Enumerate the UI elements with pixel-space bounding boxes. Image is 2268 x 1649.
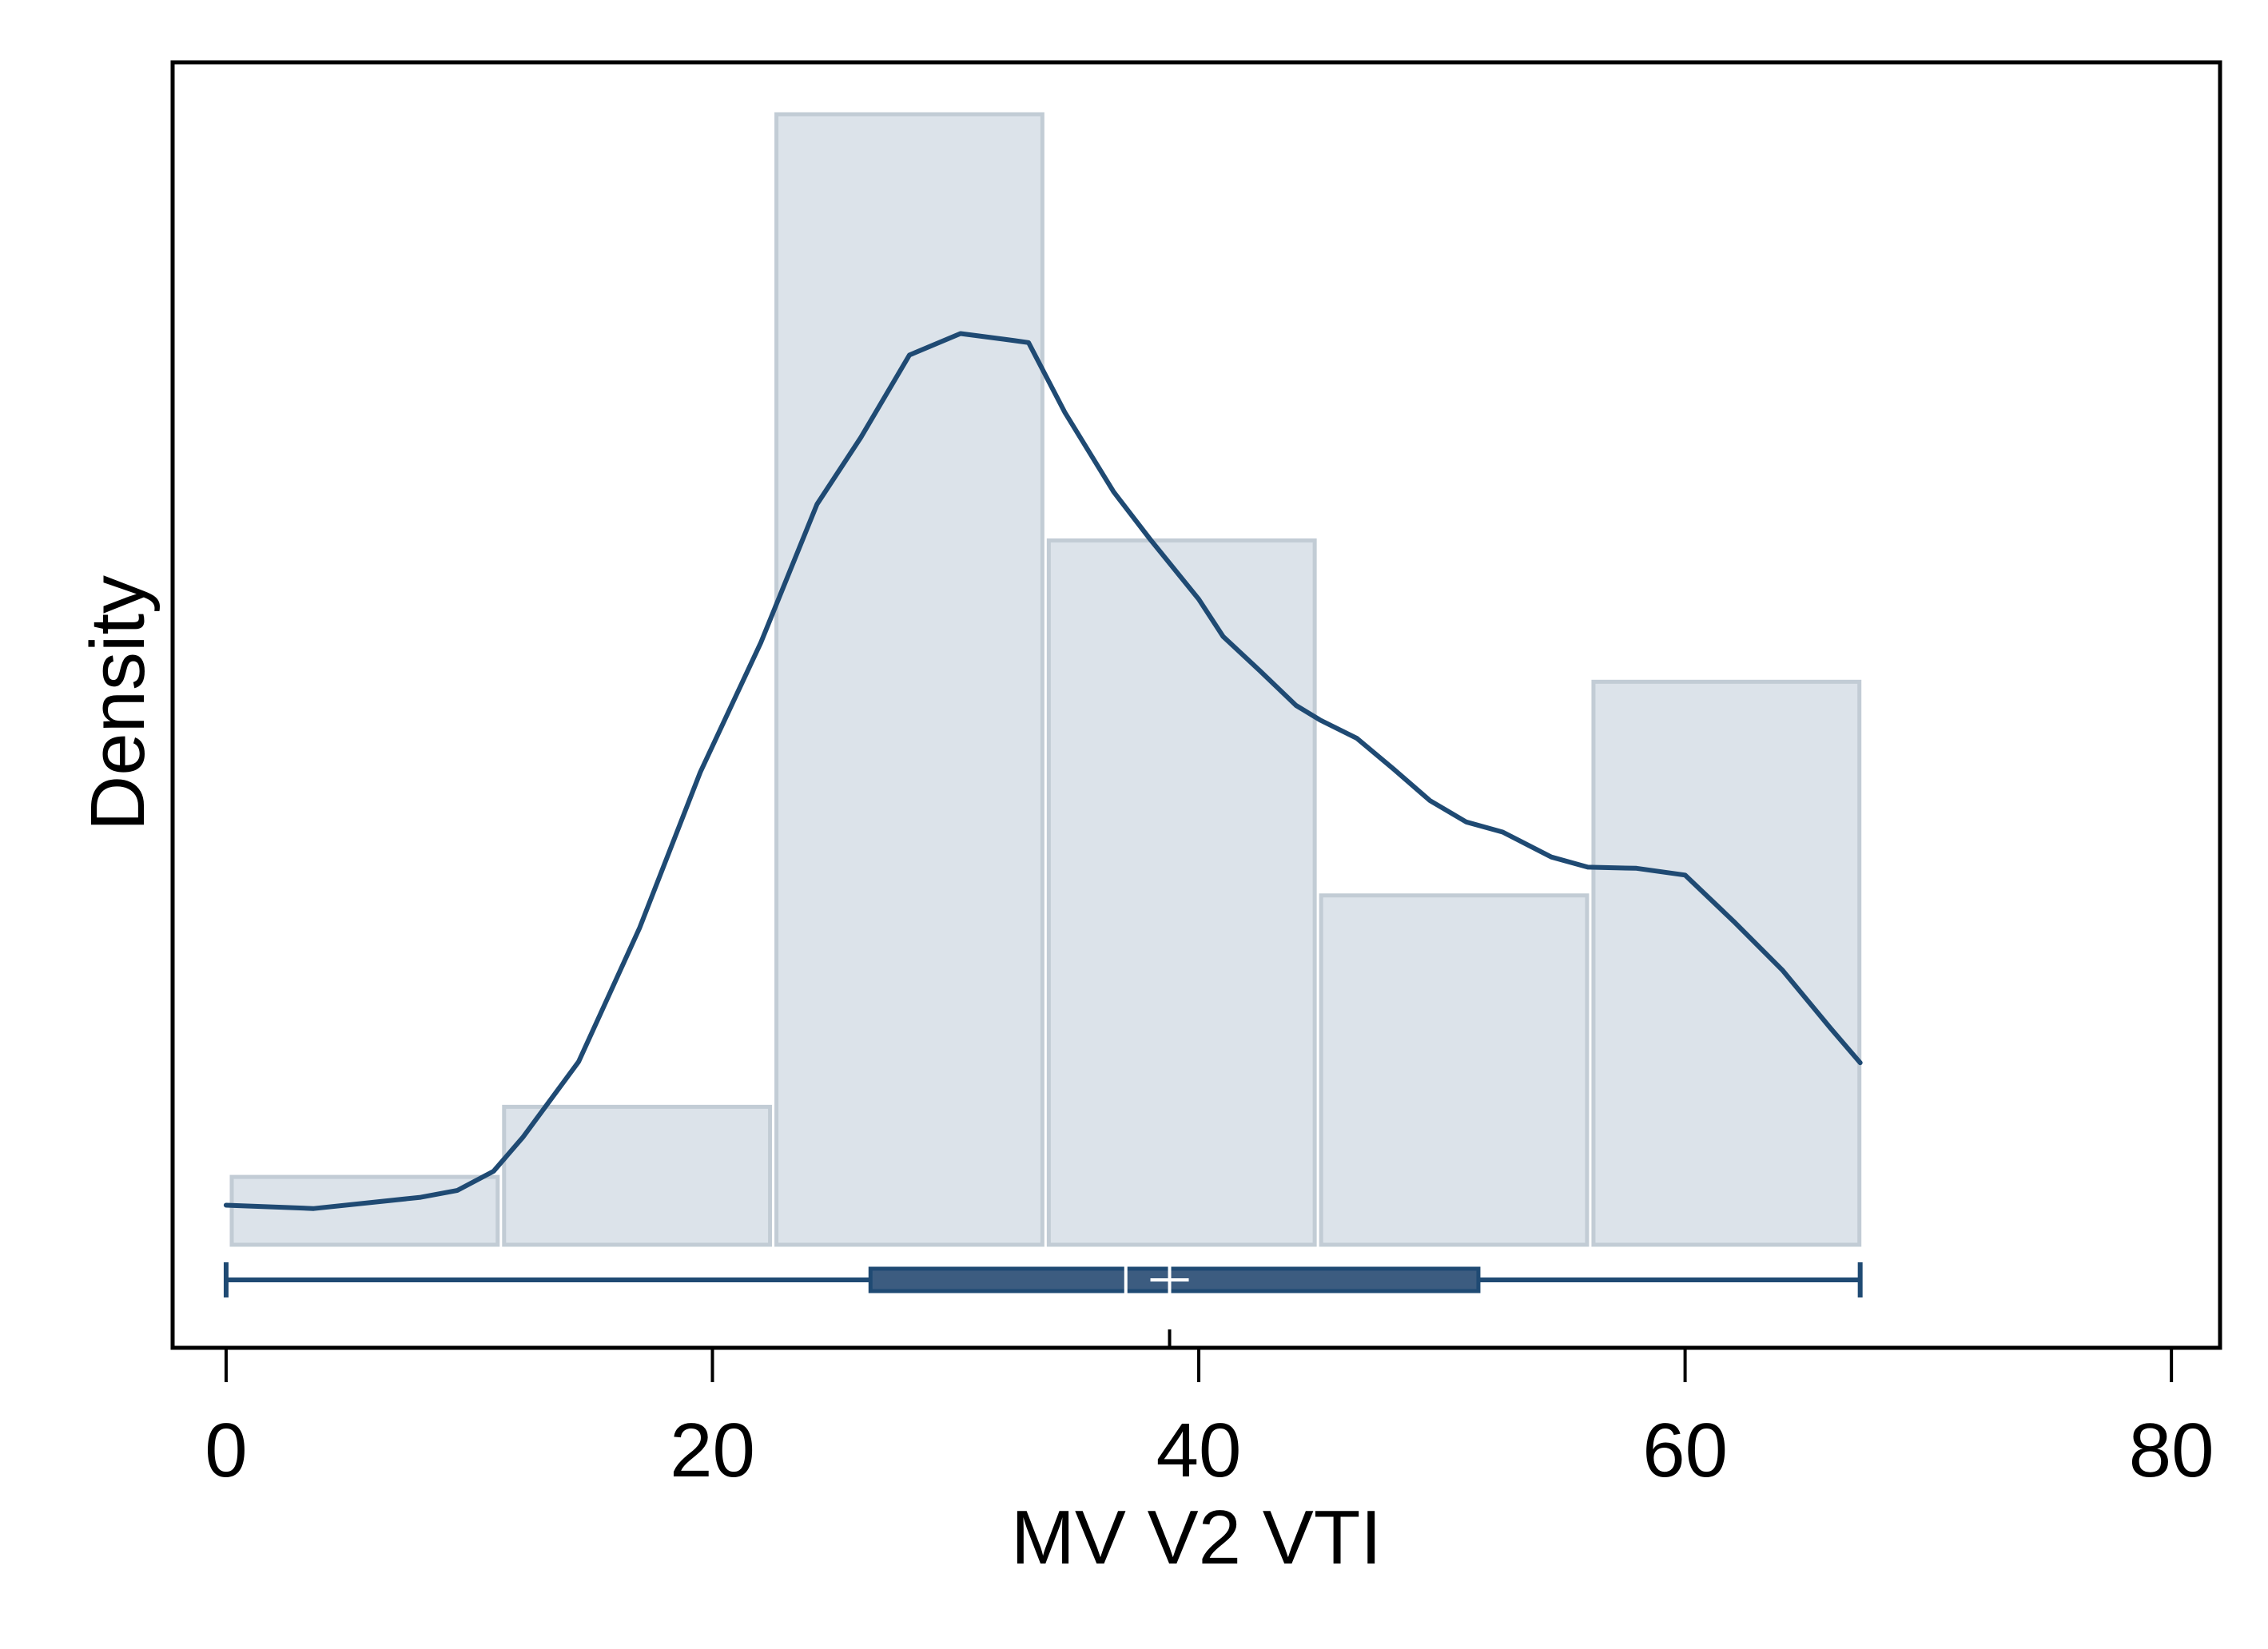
histogram-bar: [774, 112, 1044, 1247]
x-tick-label: 20: [670, 1408, 755, 1493]
y-axis-label: Density: [75, 575, 161, 831]
histogram-bar: [1591, 679, 1862, 1247]
histogram-bar: [229, 1174, 500, 1247]
x-tick-label: 60: [1642, 1408, 1728, 1493]
histogram-bar: [1046, 538, 1317, 1247]
histogram-bars: [229, 112, 1862, 1247]
histogram-bar: [1319, 893, 1590, 1247]
plot-frame: [170, 60, 2222, 1350]
x-tick-label: 40: [1156, 1408, 1242, 1493]
x-tick-label: 80: [2129, 1408, 2214, 1493]
x-axis-label: MV V2 VTI: [1011, 1495, 1382, 1580]
boxplot: [223, 1262, 1863, 1348]
kde-layer: [223, 331, 1863, 1211]
kde-line: [223, 331, 1863, 1211]
histogram-bar: [502, 1104, 773, 1247]
x-axis-ticks: 0 20 40 60 80: [205, 1348, 2214, 1493]
x-tick-label: 0: [205, 1408, 247, 1493]
